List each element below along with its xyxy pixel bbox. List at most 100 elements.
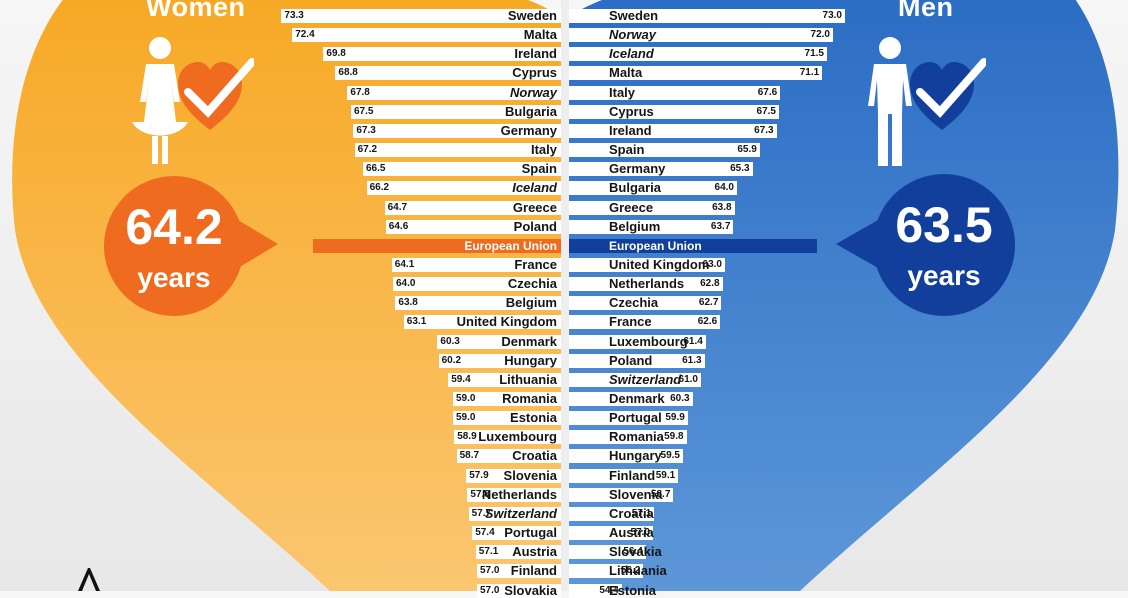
men-country-label: Hungary	[609, 448, 662, 463]
men-value-label: 59.1	[655, 470, 676, 481]
women-bar	[438, 354, 561, 368]
women-country-label: France	[514, 257, 557, 272]
women-value-label: 58.7	[459, 450, 480, 461]
men-average-unit: years	[907, 260, 981, 291]
women-country-label: United Kingdom	[456, 314, 557, 329]
men-bar	[569, 315, 721, 329]
women-value-label: 60.3	[440, 336, 460, 347]
women-bar	[353, 124, 561, 138]
women-country-label: Romania	[502, 391, 557, 406]
men-bar	[569, 258, 725, 272]
men-bar	[569, 201, 735, 215]
men-value-label: 61.4	[683, 336, 703, 347]
men-bar	[569, 545, 646, 559]
women-country-label: Ireland	[514, 46, 557, 61]
women-bar	[475, 545, 561, 559]
men-value-label: 58.7	[650, 489, 671, 500]
women-value-label: 59.0	[456, 393, 476, 404]
women-country-label: Portugal	[504, 525, 557, 540]
men-value-label: 71.5	[804, 48, 824, 59]
women-country-label: Belgium	[505, 295, 557, 310]
women-bar	[454, 430, 561, 444]
women-country-label: Finland	[510, 563, 557, 578]
men-value-label: 57.1	[631, 508, 652, 519]
women-value-label: 57.9	[469, 470, 489, 481]
women-country-label: Switzerland	[484, 506, 557, 521]
women-value-label: 67.3	[356, 125, 376, 136]
men-bar	[569, 373, 701, 387]
women-value-label: 67.2	[357, 144, 378, 155]
men-country-label: Malta	[609, 65, 643, 80]
men-bar	[569, 239, 817, 253]
men-bar	[569, 564, 644, 578]
heart-check-icon	[178, 58, 254, 130]
men-country-label: Poland	[609, 353, 653, 368]
women-country-label: Luxembourg	[478, 429, 557, 444]
women-bar	[347, 86, 561, 100]
women-country-label: Iceland	[512, 180, 557, 195]
women-country-label: Norway	[510, 85, 557, 100]
men-bar	[569, 488, 674, 502]
men-value-label: 67.3	[754, 125, 774, 136]
men-country-label: Slovakia	[609, 544, 662, 559]
women-bar	[313, 239, 561, 253]
women-country-label: Denmark	[501, 334, 557, 349]
women-country-label: Czechia	[507, 276, 557, 291]
woman-icon	[132, 37, 188, 164]
women-average-unit: years	[137, 262, 211, 293]
women-bar	[477, 564, 561, 578]
men-bar	[569, 220, 734, 234]
women-value-label: 58.9	[457, 431, 477, 442]
women-country-label: Poland	[513, 219, 557, 234]
women-country-label: Netherlands	[481, 487, 557, 502]
women-country-label: Germany	[500, 123, 557, 138]
men-country-label: Netherlands	[609, 276, 685, 291]
women-bar	[292, 28, 561, 42]
women-value-label: 57.1	[478, 546, 499, 557]
men-value-label: 67.5	[756, 106, 776, 117]
women-country-label: Hungary	[504, 353, 557, 368]
men-country-label: Portugal	[609, 410, 662, 425]
women-bar	[384, 201, 561, 215]
women-bar	[351, 105, 561, 119]
men-value-label: 72.0	[810, 29, 830, 40]
women-value-label: 73.3	[284, 10, 304, 21]
women-country-label: Slovenia	[503, 468, 557, 483]
center-divider	[561, 0, 569, 591]
women-value-label: 63.8	[398, 297, 418, 308]
women-value-label: 67.8	[350, 87, 370, 98]
women-bar	[354, 143, 561, 157]
men-value-label: 59.8	[664, 431, 684, 442]
women-bar	[437, 335, 561, 349]
men-country-label: Greece	[609, 200, 654, 215]
men-value-label: 61.0	[678, 374, 698, 385]
men-country-label: Estonia	[609, 583, 656, 598]
women-value-label: 72.4	[295, 29, 315, 40]
women-country-label: Greece	[512, 200, 557, 215]
men-value-label: 63.0	[702, 259, 722, 270]
women-bar	[335, 66, 561, 80]
women-country-label: Estonia	[510, 410, 557, 425]
men-value-label: 61.3	[682, 355, 702, 366]
men-bar	[569, 277, 723, 291]
men-value-label: 57.0	[630, 527, 650, 538]
men-value-label: 60.3	[670, 393, 690, 404]
women-badge-pointer	[238, 220, 278, 268]
men-country-label: Belgium	[609, 219, 661, 234]
women-bar	[391, 258, 561, 272]
women-bar	[323, 47, 561, 61]
men-country-label: Croatia	[609, 506, 654, 521]
men-country-label: Czechia	[609, 295, 659, 310]
men-value-label: 63.8	[712, 202, 732, 213]
men-country-label: European Union	[609, 239, 702, 253]
men-bar	[569, 28, 833, 42]
women-country-label: Austria	[512, 544, 557, 559]
women-country-label: Malta	[523, 27, 557, 42]
men-country-label: Slovenia	[609, 487, 663, 502]
men-bar	[569, 181, 737, 195]
women-country-label: Spain	[521, 161, 557, 176]
men-bar	[569, 507, 655, 521]
men-bar	[569, 469, 679, 483]
men-country-label: France	[609, 314, 652, 329]
